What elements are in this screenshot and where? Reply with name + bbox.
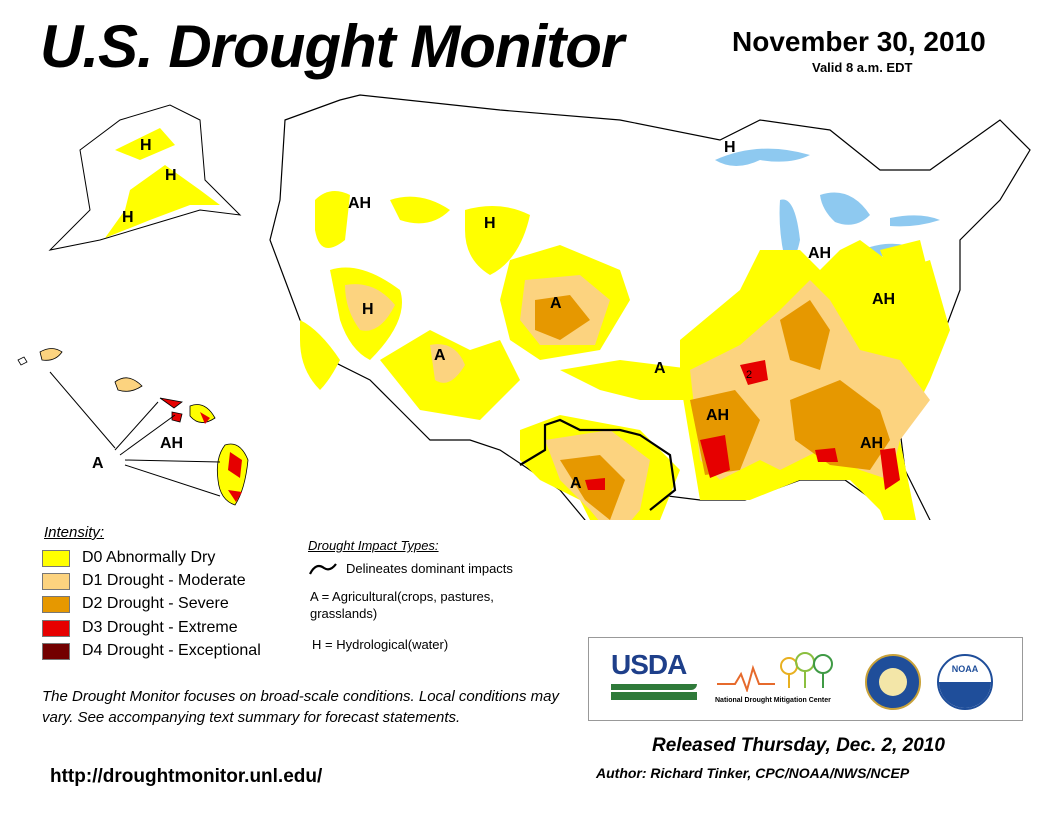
legend-swatch	[42, 572, 70, 590]
ndmc-logo-text: National Drought Mitigation Center	[715, 697, 831, 704]
ak-d0-north	[115, 128, 175, 160]
lake-ontario	[890, 215, 940, 227]
usda-logo: USDA	[611, 650, 697, 708]
impact-line-label: Delineates dominant impacts	[346, 561, 513, 576]
legend-item-d0: D0 Abnormally Dry	[42, 548, 215, 568]
doc-seal	[865, 654, 921, 710]
legend-label: D4 Drought - Exceptional	[82, 642, 261, 659]
map-date: November 30, 2010	[732, 26, 986, 57]
map-label: AH	[160, 435, 183, 452]
ak-d0-south	[105, 165, 220, 238]
map-label: H	[165, 167, 177, 184]
noaa-logo: NOAA	[937, 654, 993, 710]
page-title: U.S. Drought Monitor	[40, 13, 624, 80]
lake-superior	[715, 148, 810, 166]
sponsor-logos: USDA National Drought Mitigation Center …	[588, 637, 1023, 721]
drought-map: H H H A AH	[17, 94, 1031, 520]
ndmc-logo: National Drought Mitigation Center	[715, 648, 845, 712]
legend-label: D0 Abnormally Dry	[82, 549, 216, 566]
impact-labels: AH H H A A A AH A AH AH AH H 2	[348, 139, 895, 492]
map-label: AH	[348, 195, 371, 212]
legend-swatch	[42, 619, 70, 637]
map-label: AH	[860, 435, 883, 452]
map-label: A	[570, 475, 582, 492]
release-date: Released Thursday, Dec. 2, 2010	[652, 735, 945, 756]
impact-agricultural-label: A = Agricultural(crops, pastures, grassl…	[310, 589, 494, 621]
impact-boundary-line	[519, 418, 677, 511]
legend-swatch	[42, 549, 70, 567]
map-label: H	[122, 209, 134, 226]
legend-label: D2 Drought - Severe	[82, 595, 229, 612]
disclaimer-text: The Drought Monitor focuses on broad-sca…	[42, 688, 559, 726]
impact-hydrological-label: H = Hydrological(water)	[312, 637, 449, 652]
map-label: AH	[808, 245, 831, 262]
impact-types-title: Drought Impact Types:	[308, 538, 439, 553]
legend-title: Intensity:	[44, 524, 105, 541]
map-label: A	[654, 360, 666, 377]
legend-swatch	[42, 595, 70, 613]
map-label: A	[92, 455, 104, 472]
hawaii: A AH	[17, 348, 249, 506]
ndmc-trees-icon	[717, 652, 833, 694]
map-label: A	[550, 295, 562, 312]
lake-michigan	[779, 199, 800, 261]
map-label: H	[140, 137, 152, 154]
noaa-logo-text: NOAA	[951, 664, 979, 674]
legend-item-d4: D4 Drought - Exceptional	[42, 641, 261, 661]
lake-huron	[820, 192, 870, 225]
legend-item-d1: D1 Drought - Moderate	[42, 571, 246, 591]
legend-item-d3: D3 Drought - Extreme	[42, 618, 238, 638]
author-credit: Author: Richard Tinker, CPC/NOAA/NWS/NCE…	[596, 765, 910, 781]
map-label: AH	[872, 291, 895, 308]
map-label: AH	[706, 407, 729, 424]
map-label: H	[362, 301, 374, 318]
alaska: H H H	[48, 104, 242, 251]
impact-line-icon	[309, 563, 337, 575]
map-label: H	[724, 139, 736, 156]
map-label: 2	[746, 369, 752, 381]
legend-label: D3 Drought - Extreme	[82, 619, 238, 636]
d3-areas	[585, 360, 900, 490]
legend-item-d2: D2 Drought - Severe	[42, 594, 229, 614]
usda-logo-text: USDA	[611, 649, 687, 680]
map-label: H	[484, 215, 496, 232]
website-link[interactable]: http://droughtmonitor.unl.edu/	[50, 766, 323, 787]
valid-time: Valid 8 a.m. EDT	[812, 60, 913, 75]
map-label: A	[434, 347, 446, 364]
legend-swatch	[42, 642, 70, 660]
legend-label: D1 Drought - Moderate	[82, 572, 246, 589]
